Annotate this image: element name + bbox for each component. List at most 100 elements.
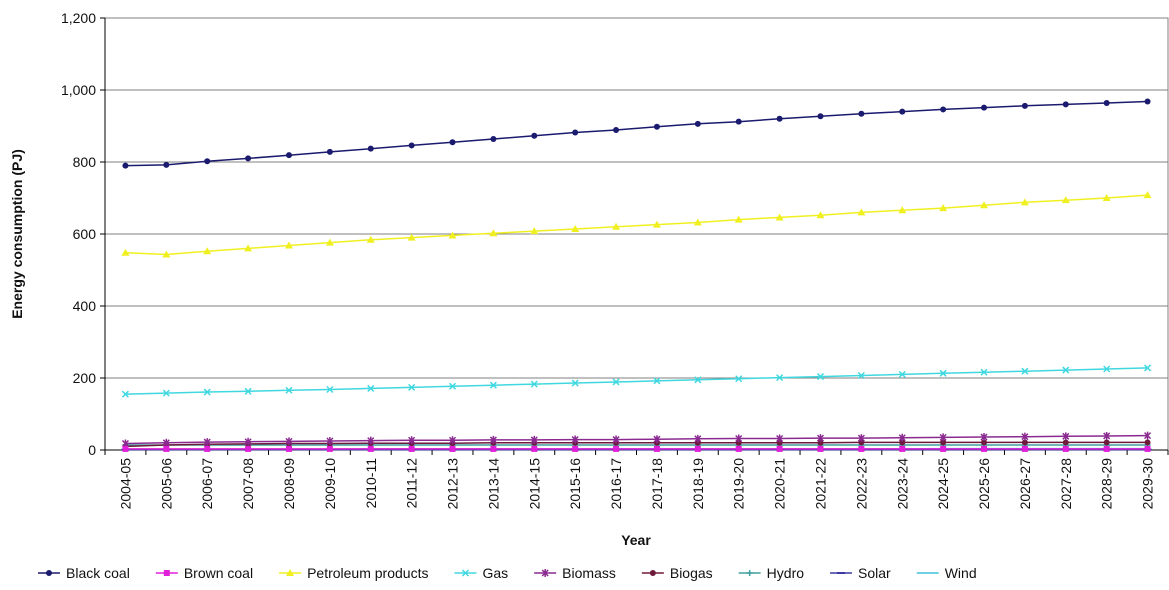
x-tick-label: 2004-05 — [117, 458, 133, 510]
x-axis-ticks: 2004-05 2005-06 2006-07 2007-08 2008-09 2009-… — [104, 449, 1169, 510]
data-point — [244, 387, 252, 395]
data-point — [735, 118, 742, 125]
data-point — [776, 445, 783, 452]
legend-item: Wind — [916, 565, 977, 581]
data-point — [245, 155, 252, 162]
data-point — [776, 115, 783, 122]
data-point — [286, 569, 295, 576]
series-line — [125, 367, 1148, 395]
y-tick-label: 1,000 — [61, 82, 96, 98]
data-point — [367, 436, 375, 445]
data-point — [653, 123, 660, 130]
data-point — [1144, 98, 1151, 105]
x-tick-label: 2008-09 — [281, 458, 297, 510]
data-point — [776, 439, 783, 446]
data-point — [898, 370, 906, 378]
data-point — [980, 433, 988, 442]
data-point — [285, 445, 292, 452]
legend-item: Hydro — [738, 565, 805, 581]
data-point — [817, 113, 824, 120]
data-point — [204, 158, 211, 165]
data-point — [939, 433, 947, 442]
data-point — [122, 445, 129, 452]
x-tick-label: 2014-15 — [526, 458, 542, 510]
data-point — [163, 161, 170, 168]
data-point — [490, 445, 497, 452]
data-point — [408, 436, 416, 445]
data-point — [694, 445, 701, 452]
data-point — [1021, 439, 1028, 446]
data-point — [940, 106, 947, 113]
data-point — [530, 435, 538, 444]
data-point — [1021, 445, 1028, 452]
grid-lines — [105, 89, 1168, 379]
data-point — [817, 439, 824, 446]
data-point — [448, 382, 457, 390]
data-point — [1062, 445, 1069, 452]
data-point — [735, 375, 743, 383]
data-point — [367, 384, 375, 392]
data-point — [461, 569, 470, 577]
x-tick-label: 2017-18 — [649, 458, 665, 510]
legend-label: Biogas — [670, 565, 713, 581]
data-point — [612, 222, 621, 230]
data-point — [572, 129, 579, 136]
data-point — [1103, 365, 1111, 373]
data-point — [653, 445, 660, 452]
data-point — [46, 570, 52, 576]
data-point — [899, 445, 906, 452]
data-point — [203, 438, 211, 447]
legend-label: Hydro — [767, 565, 805, 581]
data-point — [857, 371, 865, 380]
legend-label: Black coal — [66, 565, 130, 581]
data-point — [898, 433, 906, 442]
data-point — [162, 389, 170, 397]
data-point — [1103, 431, 1111, 440]
data-point — [530, 380, 538, 388]
data-point — [776, 434, 784, 443]
data-point — [1144, 439, 1151, 446]
data-point — [203, 247, 212, 255]
data-point — [122, 162, 129, 169]
data-point — [857, 434, 865, 443]
data-point — [653, 435, 661, 444]
data-point — [490, 135, 497, 142]
data-point — [613, 126, 620, 133]
data-point — [775, 213, 784, 221]
data-point — [1103, 99, 1110, 106]
data-point — [163, 570, 170, 576]
data-point — [613, 445, 620, 452]
data-point — [1144, 445, 1151, 452]
legend-label: Gas — [482, 565, 508, 581]
legend-item: Petroleum products — [279, 565, 428, 581]
y-tick-label: 400 — [73, 298, 97, 314]
x-tick-label: 2028-29 — [1099, 458, 1115, 510]
x-tick-label: 2020-21 — [772, 458, 788, 510]
data-point — [449, 445, 456, 452]
data-point — [244, 437, 252, 446]
data-point — [285, 437, 293, 446]
data-point — [1021, 432, 1029, 441]
x-tick-label: 2010-11 — [363, 458, 379, 509]
data-point — [980, 201, 989, 209]
legend-label: Solar — [858, 565, 891, 581]
data-point — [285, 152, 292, 159]
data-point — [1062, 439, 1069, 446]
x-tick-label: 2006-07 — [199, 458, 215, 510]
data-point — [245, 445, 252, 452]
x-tick-label: 2027-28 — [1058, 458, 1074, 510]
data-point — [858, 445, 865, 452]
data-point — [981, 439, 988, 446]
x-tick-label: 2011-12 — [404, 458, 420, 509]
data-point — [980, 368, 988, 376]
legend-item: Solar — [830, 565, 891, 581]
data-point — [408, 142, 415, 149]
legend-label: Biomass — [562, 565, 616, 581]
data-point — [1144, 431, 1152, 440]
y-tick-label: 600 — [73, 226, 97, 242]
data-point — [204, 445, 211, 452]
data-point — [121, 248, 130, 256]
data-point — [571, 435, 579, 444]
x-tick-label: 2022-23 — [853, 458, 869, 510]
data-point — [1144, 364, 1152, 372]
